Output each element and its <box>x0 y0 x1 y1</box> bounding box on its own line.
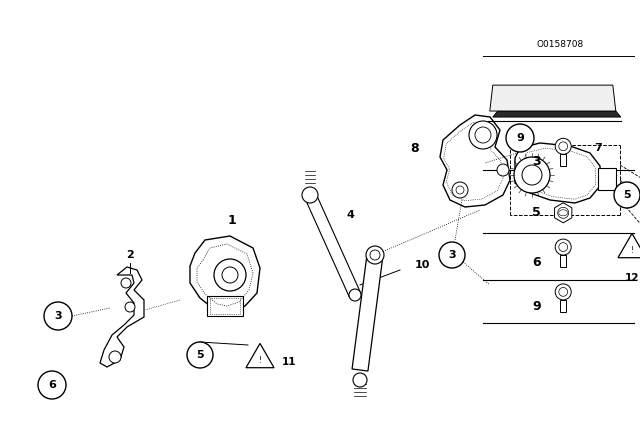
Text: O0158708: O0158708 <box>536 40 584 49</box>
Text: !: ! <box>259 356 262 365</box>
Circle shape <box>556 284 572 300</box>
Polygon shape <box>515 143 600 203</box>
Polygon shape <box>100 267 144 367</box>
Text: 5: 5 <box>532 206 541 220</box>
Circle shape <box>559 142 568 151</box>
Circle shape <box>456 186 464 194</box>
Bar <box>560 154 566 166</box>
Circle shape <box>222 267 238 283</box>
Polygon shape <box>190 236 260 313</box>
Circle shape <box>497 164 509 176</box>
Polygon shape <box>490 85 616 111</box>
Circle shape <box>556 138 572 154</box>
Circle shape <box>556 239 572 255</box>
Text: !: ! <box>630 246 634 255</box>
Circle shape <box>506 124 534 152</box>
Text: 10: 10 <box>415 260 430 270</box>
Bar <box>598 168 616 190</box>
Text: 9: 9 <box>516 133 524 143</box>
Circle shape <box>559 288 568 296</box>
Text: 3: 3 <box>448 250 456 260</box>
Text: 8: 8 <box>411 142 419 155</box>
Bar <box>210 298 240 314</box>
Text: 6: 6 <box>532 255 541 269</box>
Text: 1: 1 <box>228 214 236 227</box>
Circle shape <box>614 182 640 208</box>
Circle shape <box>439 242 465 268</box>
Circle shape <box>475 127 491 143</box>
Text: 12: 12 <box>625 273 639 283</box>
Polygon shape <box>493 111 621 117</box>
Circle shape <box>557 207 569 218</box>
Circle shape <box>514 157 550 193</box>
Polygon shape <box>440 115 510 207</box>
Text: 5: 5 <box>623 190 631 200</box>
Circle shape <box>452 182 468 198</box>
Circle shape <box>349 289 361 301</box>
Circle shape <box>559 243 568 251</box>
Text: 9: 9 <box>532 300 541 314</box>
Circle shape <box>125 302 135 312</box>
Text: 11: 11 <box>282 357 296 367</box>
Circle shape <box>302 187 318 203</box>
Bar <box>560 300 566 312</box>
Polygon shape <box>305 193 360 297</box>
Text: 5: 5 <box>196 350 204 360</box>
Text: 6: 6 <box>48 380 56 390</box>
Text: 3: 3 <box>54 311 62 321</box>
Circle shape <box>522 165 542 185</box>
Circle shape <box>187 342 213 368</box>
Circle shape <box>44 302 72 330</box>
Polygon shape <box>207 296 243 316</box>
Circle shape <box>214 259 246 291</box>
Circle shape <box>370 250 380 260</box>
Circle shape <box>353 373 367 387</box>
Circle shape <box>121 278 131 288</box>
Text: 2: 2 <box>126 250 134 260</box>
Polygon shape <box>554 203 572 223</box>
Circle shape <box>109 351 121 363</box>
Circle shape <box>469 121 497 149</box>
Circle shape <box>38 371 66 399</box>
Polygon shape <box>352 254 383 371</box>
Text: 3: 3 <box>532 155 541 168</box>
Bar <box>560 255 566 267</box>
Text: 7: 7 <box>594 143 602 153</box>
Circle shape <box>366 246 384 264</box>
Text: 4: 4 <box>346 210 354 220</box>
